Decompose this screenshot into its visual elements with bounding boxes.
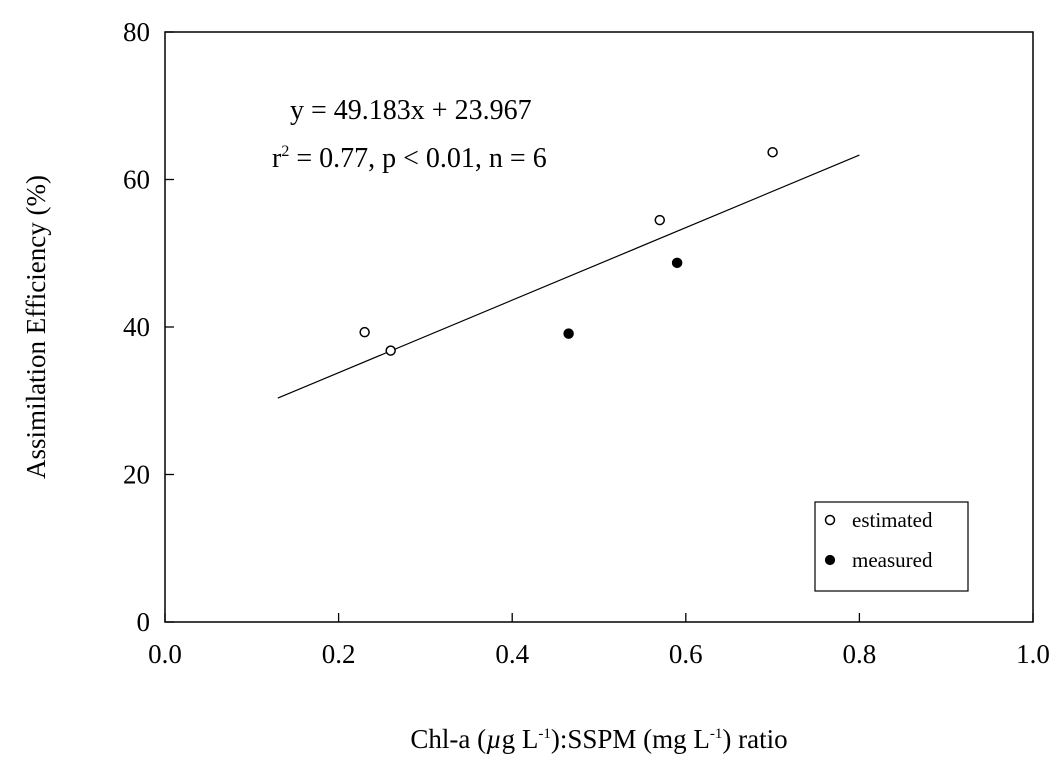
y-tick-label: 60 (123, 165, 150, 195)
x-axis-title-mu: µ (486, 724, 502, 754)
x-axis-title: Chl-a (µg L-1):SSPM (mg L-1) ratio (410, 724, 787, 754)
legend-label-measured: measured (852, 548, 933, 572)
x-axis-title-sup-2: -1 (710, 726, 723, 742)
ticks-layer: 0.0 0.2 0.4 0.6 0.8 1.0 0 20 40 60 80 (123, 17, 1050, 669)
x-tick-label: 0.0 (148, 639, 182, 669)
x-tick-label: 0.4 (495, 639, 529, 669)
x-axis-title-part-d: ) ratio (722, 724, 787, 754)
data-point-measured (563, 328, 574, 339)
y-axis-title: Assimilation Efficiency (%) (21, 175, 51, 479)
stats-r-superscript: 2 (281, 143, 289, 160)
stats-r: r (272, 143, 282, 174)
data-point-measured (671, 257, 683, 269)
x-tick-label: 0.8 (843, 639, 877, 669)
y-tick-label: 0 (137, 607, 151, 637)
data-point-estimated (385, 345, 396, 356)
data-point-estimated (359, 326, 370, 338)
x-axis-title-part-c: ):SSPM (mg L (551, 724, 710, 754)
y-tick-label: 80 (123, 17, 150, 47)
x-axis-title-part-b: g L (502, 724, 539, 754)
x-tick-label: 0.6 (669, 639, 703, 669)
x-tick-label: 0.2 (322, 639, 356, 669)
data-point-estimated (654, 214, 666, 226)
legend-label-estimated: estimated (852, 508, 933, 532)
y-tick-label: 20 (123, 460, 150, 490)
legend-marker-estimated (824, 514, 836, 526)
x-axis-title-sup-1: -1 (538, 726, 551, 742)
legend-box (814, 501, 969, 592)
regression-line (277, 154, 860, 399)
legend-marker-measured (824, 554, 836, 566)
x-tick-label: 1.0 (1016, 639, 1050, 669)
data-point-estimated (767, 146, 778, 158)
regression-equation: y = 49.183x + 23.967 (290, 95, 532, 126)
y-tick-label: 40 (123, 312, 150, 342)
legend: estimated measured (814, 501, 969, 592)
x-axis-title-part-a: Chl-a ( (410, 724, 486, 754)
regression-layer (277, 154, 860, 399)
stats-rest: = 0.77, p < 0.01, n = 6 (289, 143, 546, 174)
regression-stats: r2 = 0.77, p < 0.01, n = 6 (272, 143, 547, 174)
points-layer (359, 146, 778, 356)
